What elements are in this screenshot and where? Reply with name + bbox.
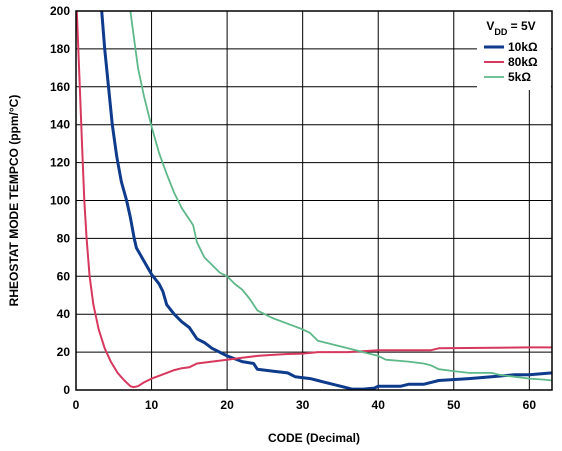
x-tick-label: 20	[220, 398, 234, 412]
x-tick-label: 30	[296, 398, 310, 412]
y-axis-label: RHEOSTAT MODE TEMPCO (ppm/°C)	[7, 95, 21, 307]
series-line-0	[100, 11, 552, 390]
legend-label-0: 10kΩ	[508, 40, 538, 54]
x-tick-label: 40	[372, 398, 386, 412]
x-axis-label: CODE (Decimal)	[268, 431, 360, 445]
y-tick-label: 100	[50, 194, 70, 208]
legend-label-1: 80kΩ	[508, 55, 538, 69]
series-lines	[76, 11, 552, 390]
y-tick-label: 160	[50, 80, 70, 94]
legend-label-2: 5kΩ	[508, 70, 531, 84]
y-tick-label: 60	[57, 269, 71, 283]
y-tick-label: 20	[57, 345, 71, 359]
y-tick-label: 0	[63, 383, 70, 397]
x-tick-labels: 0 10 20 30 40 50 60	[73, 398, 537, 412]
x-tick-label: 50	[447, 398, 461, 412]
y-tick-label: 80	[57, 231, 71, 245]
legend-title: VDD = 5V	[486, 19, 535, 37]
y-tick-labels: 0 20 40 60 80 100 120 140 160 180 200	[50, 4, 70, 397]
legend-title-main: V	[486, 19, 494, 33]
legend-title-sub: DD	[494, 27, 507, 37]
x-tick-label: 0	[73, 398, 80, 412]
series-line-1	[76, 11, 552, 389]
x-tick-label: 10	[145, 398, 159, 412]
y-tick-label: 180	[50, 42, 70, 56]
y-tick-label: 200	[50, 4, 70, 18]
y-tick-label: 120	[50, 156, 70, 170]
x-tick-label: 60	[523, 398, 537, 412]
legend-title-suffix: = 5V	[507, 19, 535, 33]
y-tick-label: 40	[57, 307, 71, 321]
series-line-2	[129, 11, 552, 382]
y-tick-label: 140	[50, 118, 70, 132]
plot-frame	[75, 10, 553, 391]
